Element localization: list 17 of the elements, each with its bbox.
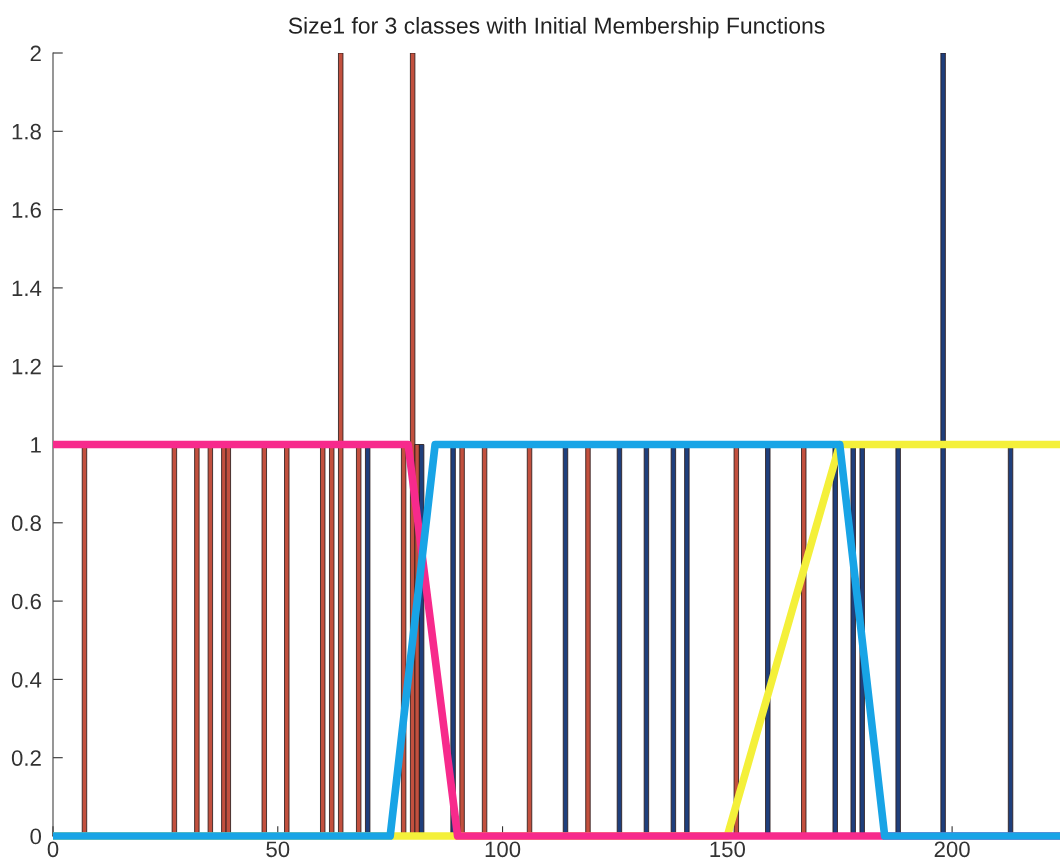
y-tick-label: 1 [31, 437, 41, 453]
y-tick-label: 1.8 [12, 123, 41, 140]
x-tick-label: 50 [266, 841, 290, 858]
y-tick-label: 1.4 [12, 280, 42, 296]
y-tick-label: 1.2 [12, 358, 41, 375]
x-tick-label: 100 [485, 841, 521, 858]
y-tick-label: 0 [30, 828, 42, 845]
y-tick-label: 0.2 [11, 750, 41, 766]
chart-title: Size1 for 3 classes with Initial Membership Functions [288, 16, 825, 39]
x-tick-label: 200 [934, 841, 970, 858]
y-tick-label: 0.4 [11, 671, 42, 688]
x-tick-label: 0 [47, 841, 59, 858]
y-tick-label: 0.6 [11, 593, 41, 610]
y-tick-label: 0.8 [11, 515, 41, 532]
x-tick-label: 150 [710, 841, 745, 858]
y-tick-label: 2 [30, 45, 41, 62]
y-tick-label: 1.6 [12, 202, 41, 218]
